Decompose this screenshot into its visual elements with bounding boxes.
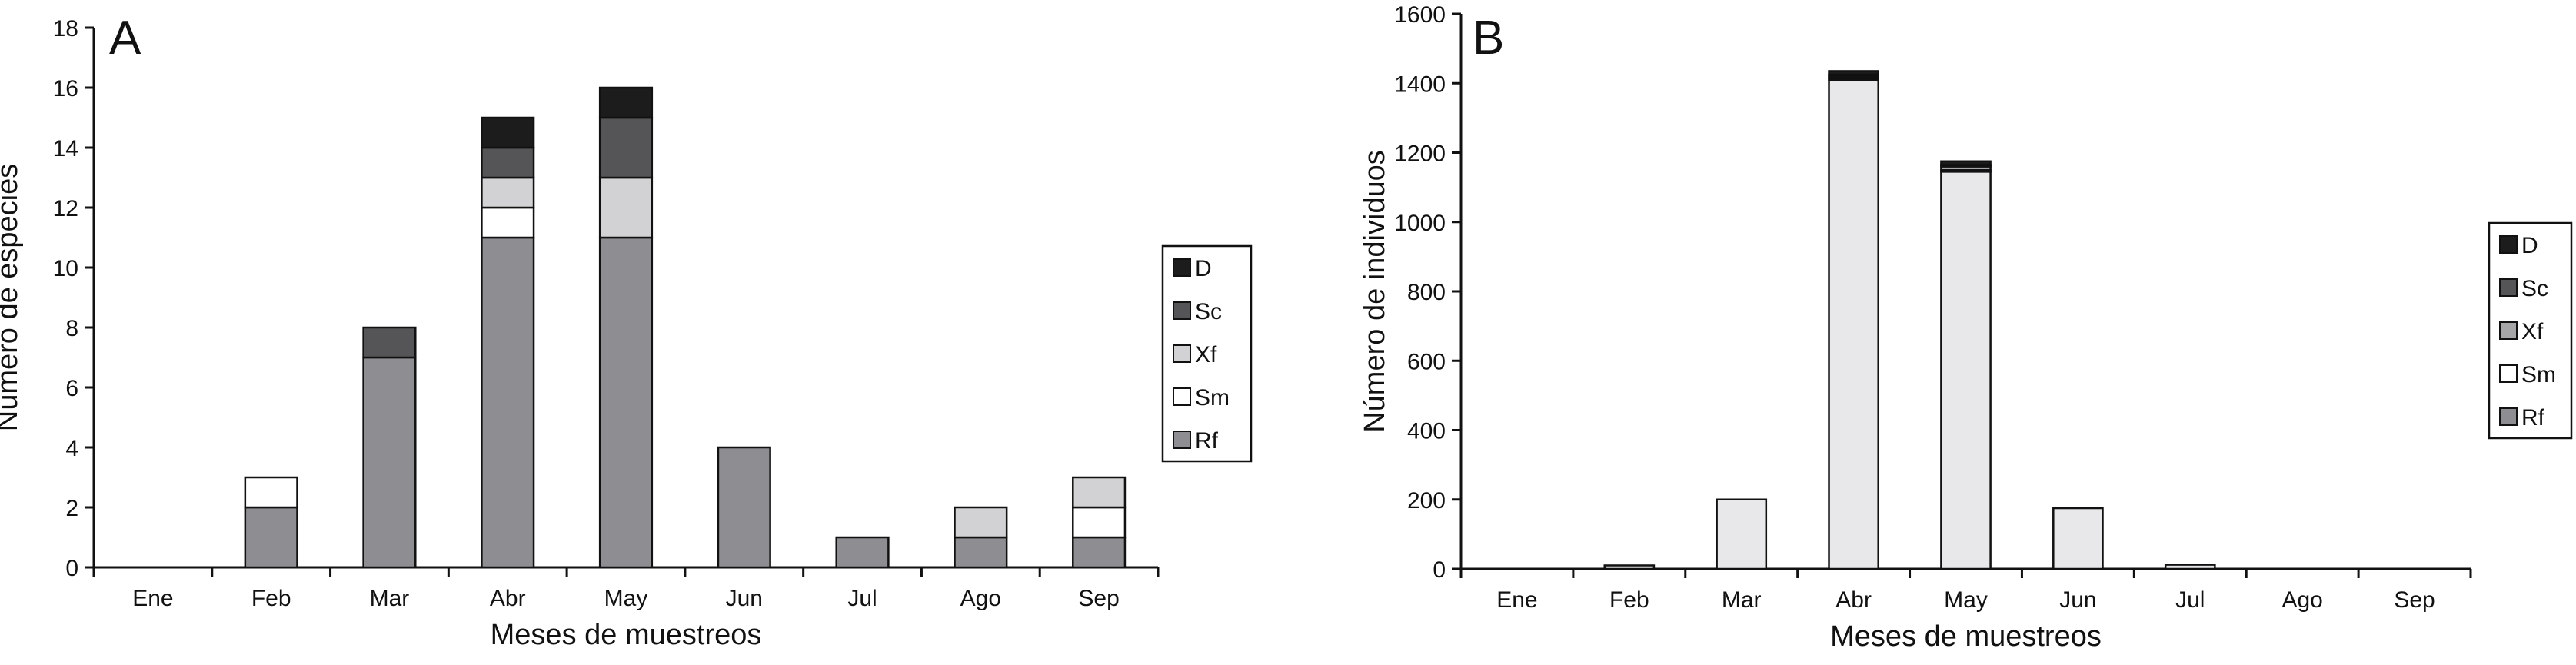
legend-label-xf: Xf [1195, 342, 1217, 367]
bar-segment-sm [481, 206, 535, 239]
x-axis-title: Meses de muestreos [491, 619, 762, 651]
bar-segment-rf [2164, 564, 2216, 570]
bar-segment-rf [598, 236, 654, 569]
legend-label-xf: Xf [2521, 319, 2544, 344]
legend-swatch-xf [2499, 321, 2518, 340]
legend-swatch-sm [1173, 387, 1191, 406]
bar-segment-rf [2052, 507, 2104, 570]
bar-segment-sm [244, 476, 298, 509]
x-tick-label: Abr [490, 586, 526, 611]
y-tick-label: 0 [65, 556, 78, 581]
x-tick-label: Jun [2059, 587, 2096, 613]
legend-swatch-rf [2499, 407, 2518, 426]
bar-segment-rf [244, 506, 298, 569]
bar-segment-d [1828, 70, 1879, 76]
y-tick-label: 12 [53, 196, 78, 221]
x-tick-label: May [604, 586, 648, 611]
x-tick-label: Sep [1078, 586, 1119, 611]
chart-panel-a: 0 2 4 6 8 10 12 14 16 18 Ene Feb Mar Abr May Jun Jul Ago S… [0, 12, 1253, 651]
y-tick-label: 600 [1407, 349, 1446, 374]
panel-label: A [109, 12, 141, 65]
legend-label-sm: Sm [1195, 385, 1230, 411]
bar-segment-rf [835, 536, 890, 569]
x-tick-label: May [1944, 587, 1988, 613]
x-tick-label: Feb [251, 586, 291, 611]
chart-panel-b: 0 200 400 600 800 1000 1200 1400 1600 Ene Feb Mar Ab… [1359, 2, 2573, 653]
y-tick-label: 1400 [1394, 71, 1446, 97]
bar-segment-d [1940, 160, 1992, 166]
legend-swatch-sc [1173, 301, 1191, 320]
x-tick-label: Jul [2175, 587, 2205, 613]
y-tick-label: 200 [1407, 488, 1446, 514]
bar-segment-rf [717, 446, 771, 569]
bar-segment-rf [1603, 564, 1656, 570]
x-tick-label: Ago [960, 586, 1001, 611]
y-tick-label: 1600 [1394, 2, 1446, 28]
bar-segment-rf [1828, 78, 1879, 570]
x-tick-label: Ene [132, 586, 173, 611]
y-tick-label: 4 [65, 436, 78, 461]
y-tick-label: 400 [1407, 419, 1446, 444]
y-tick-label: 2 [65, 496, 78, 521]
y-tick-label: 10 [53, 256, 78, 281]
bar-segment-sm [1072, 506, 1127, 539]
bar-segment-d [598, 86, 654, 119]
legend-label-sm: Sm [2521, 362, 2556, 387]
x-tick-label: Ene [1496, 587, 1537, 613]
bar-segment-xf [1072, 476, 1127, 509]
bar-segment-sc [362, 326, 417, 359]
legend-swatch-d [2499, 235, 2518, 254]
bar-segment-sc [481, 146, 535, 179]
y-tick-label: 8 [65, 316, 78, 341]
legend-label-sc: Sc [2521, 276, 2548, 301]
legend-swatch-sm [2499, 364, 2518, 383]
legend-swatch-d [1173, 258, 1191, 277]
legend-label-rf: Rf [2521, 405, 2545, 431]
y-axis-title: Número de individuos [1359, 150, 1391, 433]
bar-segment-rf [1716, 498, 1768, 570]
y-tick-label: 0 [1433, 557, 1446, 583]
x-tick-label: Sep [2394, 587, 2435, 613]
x-tick-label: Abr [1835, 587, 1872, 613]
y-tick-label: 1200 [1394, 141, 1446, 167]
x-tick-label: Jul [847, 586, 877, 611]
legend-label-rf: Rf [1195, 428, 1219, 454]
legend-label-sc: Sc [1195, 299, 1222, 324]
bar-segment-d [481, 116, 535, 149]
bar-segment-xf [481, 176, 535, 209]
legend-label-d: D [1195, 256, 1212, 281]
bar-segment-sc [598, 116, 654, 179]
y-axis-title: Número de especies [0, 164, 24, 432]
bar-segment-rf [1940, 171, 1992, 570]
bar-segment-rf [1072, 536, 1127, 569]
x-tick-label: Mar [1722, 587, 1762, 613]
panel-label: B [1473, 12, 1504, 65]
legend-swatch-sc [2499, 278, 2518, 297]
bar-segment-xf [598, 176, 654, 239]
bar-segment-xf [954, 506, 1008, 539]
y-tick-label: 6 [65, 376, 78, 401]
y-tick-label: 16 [53, 76, 78, 101]
x-axis-title: Meses de muestreos [1830, 620, 2102, 653]
y-tick-label: 18 [53, 16, 78, 42]
x-tick-label: Feb [1609, 587, 1649, 613]
legend-swatch-xf [1173, 344, 1191, 363]
y-tick-label: 1000 [1394, 211, 1446, 236]
legend-swatch-rf [1173, 431, 1191, 449]
bar-segment-rf [481, 236, 535, 569]
x-tick-label: Mar [370, 586, 410, 611]
legend-label-d: D [2521, 233, 2538, 258]
bar-segment-rf [954, 536, 1008, 569]
x-tick-label: Jun [726, 586, 763, 611]
y-tick-label: 14 [53, 136, 78, 161]
y-tick-label: 800 [1407, 280, 1446, 305]
x-tick-label: Ago [2281, 587, 2322, 613]
bar-segment-rf [362, 356, 417, 569]
